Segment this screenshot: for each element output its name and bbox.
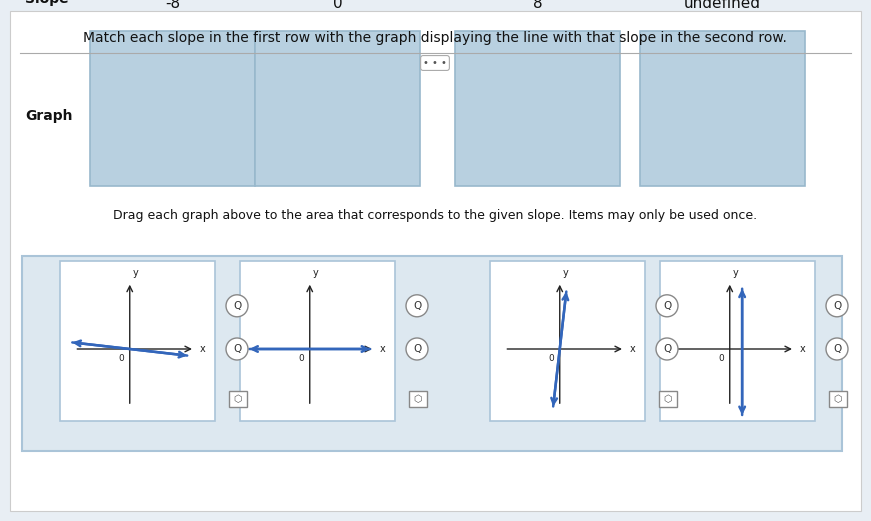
Bar [490,261,645,421]
Text: Q: Q [413,301,421,311]
Text: x: x [800,344,806,354]
Text: Graph: Graph [25,109,72,123]
Bar [829,391,847,407]
Text: Q: Q [663,344,672,354]
Bar [240,261,395,421]
Bar [640,31,805,186]
Text: Q: Q [233,301,241,311]
Circle shape [826,338,848,360]
Text: Slope: Slope [25,0,69,6]
Text: ⬡: ⬡ [233,394,242,404]
Text: Q: Q [663,301,672,311]
Bar [455,31,620,186]
Bar [22,256,842,451]
Circle shape [226,338,248,360]
Bar [60,261,215,421]
Circle shape [656,295,678,317]
Text: ⬡: ⬡ [834,394,842,404]
Text: y: y [132,268,138,278]
Text: y: y [313,268,319,278]
Text: 0: 0 [333,0,342,10]
Circle shape [826,295,848,317]
Text: ⬡: ⬡ [664,394,672,404]
Text: ⬡: ⬡ [414,394,422,404]
Bar [659,391,677,407]
Text: 0: 0 [298,354,304,363]
Text: 0: 0 [718,354,724,363]
Text: Q: Q [233,344,241,354]
Text: y: y [563,268,569,278]
Bar [409,391,427,407]
Text: -8: -8 [165,0,180,10]
Text: • • •: • • • [423,58,447,68]
Text: 0: 0 [548,354,554,363]
Bar [660,261,815,421]
Text: y: y [733,268,739,278]
Bar [90,31,255,186]
Text: Q: Q [833,344,841,354]
Text: Drag each graph above to the area that corresponds to the given slope. Items may: Drag each graph above to the area that c… [113,209,757,222]
Text: undefined: undefined [684,0,761,10]
Circle shape [406,338,428,360]
Bar [229,391,247,407]
Text: 0: 0 [118,354,124,363]
Text: x: x [380,344,386,354]
Text: Match each slope in the first row with the graph displaying the line with that s: Match each slope in the first row with t… [83,31,787,45]
Circle shape [656,338,678,360]
Bar [255,31,420,186]
Text: x: x [199,344,206,354]
Text: Q: Q [413,344,421,354]
Text: Q: Q [833,301,841,311]
Text: 8: 8 [533,0,543,10]
Text: x: x [630,344,636,354]
Circle shape [406,295,428,317]
Circle shape [226,295,248,317]
